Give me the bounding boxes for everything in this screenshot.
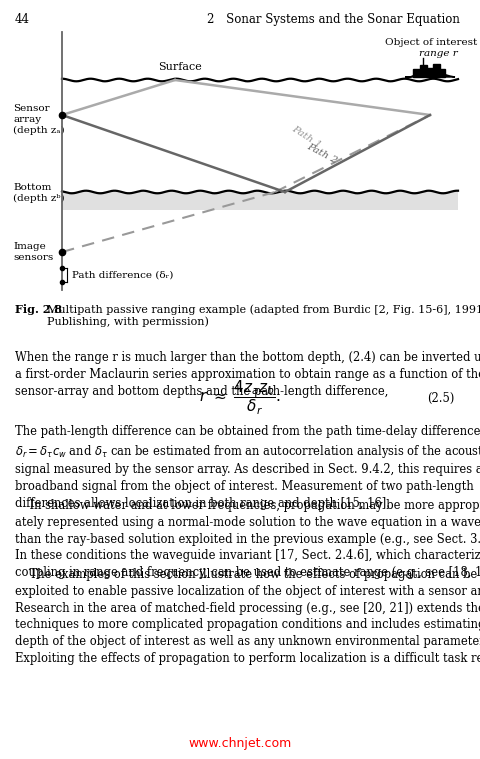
Text: In shallow water and at lower frequencies, propagation may be more appropri-
ate: In shallow water and at lower frequencie… bbox=[15, 499, 480, 579]
Text: $r\ \approx\ \dfrac{4z_a z_b}{\delta_r}.$: $r\ \approx\ \dfrac{4z_a z_b}{\delta_r}.… bbox=[199, 379, 281, 417]
Bar bbox=[62, 192, 458, 210]
Text: Path 1: Path 1 bbox=[290, 124, 323, 150]
Polygon shape bbox=[413, 64, 445, 77]
Text: When the range r is much larger than the bottom depth, (2.4) can be inverted usi: When the range r is much larger than the… bbox=[15, 351, 480, 398]
Text: Fig. 2.8: Fig. 2.8 bbox=[15, 304, 62, 315]
Text: (2.5): (2.5) bbox=[428, 392, 455, 405]
Text: The path-length difference can be obtained from the path time-delay difference a: The path-length difference can be obtain… bbox=[15, 425, 480, 510]
Text: Surface: Surface bbox=[158, 62, 202, 72]
Text: The examples of this section illustrate how the effects of propagation can be
ex: The examples of this section illustrate … bbox=[15, 568, 480, 665]
Text: 2 Sonar Systems and the Sonar Equation: 2 Sonar Systems and the Sonar Equation bbox=[207, 13, 460, 26]
Text: Path 2: Path 2 bbox=[305, 141, 338, 165]
Text: range r: range r bbox=[419, 49, 457, 58]
Text: Path difference (δᵣ): Path difference (δᵣ) bbox=[72, 270, 173, 279]
Text: Bottom
(depth zᵇ): Bottom (depth zᵇ) bbox=[13, 183, 65, 203]
Text: www.chnjet.com: www.chnjet.com bbox=[188, 737, 292, 750]
Text: 44: 44 bbox=[15, 13, 30, 26]
Polygon shape bbox=[405, 74, 455, 77]
Text: Multipath passive ranging example (adapted from Burdic [2, Fig. 15-6], 1991, Pen: Multipath passive ranging example (adapt… bbox=[47, 304, 480, 327]
Text: Sensor
array
(depth zₐ): Sensor array (depth zₐ) bbox=[13, 104, 65, 134]
Text: Image
sensors: Image sensors bbox=[13, 242, 53, 262]
Text: Object of interest at: Object of interest at bbox=[385, 38, 480, 47]
